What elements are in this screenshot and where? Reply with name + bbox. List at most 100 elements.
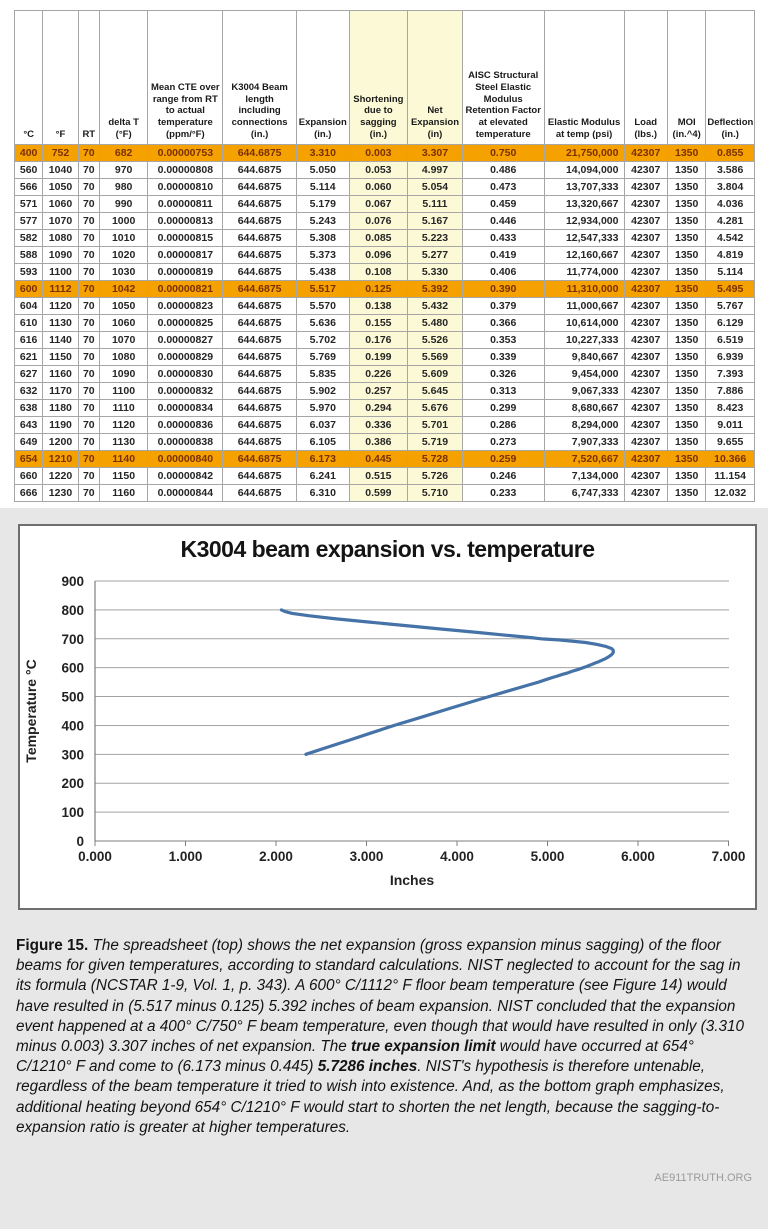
- table-cell: 1170: [42, 382, 79, 400]
- table-cell: 0.00000829: [147, 348, 224, 366]
- table-cell: 7.886: [705, 382, 755, 400]
- table-cell: 0.433: [461, 229, 545, 247]
- table-cell: 7,520,667: [543, 450, 625, 468]
- table-cell: 0.00000823: [147, 297, 224, 315]
- table-cell: 1100: [42, 263, 79, 281]
- table-cell: 0.096: [348, 246, 409, 264]
- table-cell: 0.053: [348, 161, 409, 179]
- column-header: RT: [77, 10, 100, 145]
- table-cell: 1350: [666, 161, 707, 179]
- table-cell: 5.701: [407, 416, 463, 434]
- table-cell: 644.6875: [222, 348, 297, 366]
- table-cell: 6.310: [296, 484, 350, 502]
- column-header: Expansion (in.): [296, 10, 350, 145]
- table-cell: 644.6875: [222, 382, 297, 400]
- table-row: 571 1060 70 990 0.00000811 644.6875 5.179 0.067…: [13, 195, 755, 213]
- table-cell: 42307: [623, 416, 668, 434]
- table-cell: 0.00000842: [147, 467, 224, 485]
- table-cell: 1130: [42, 314, 79, 332]
- y-tick-label: 0: [76, 834, 84, 849]
- table-cell: 5.111: [407, 195, 463, 213]
- table-row: 643 1190 70 1120 0.00000836 644.6875 6.037 0.33…: [13, 416, 755, 434]
- table-cell: 5.308: [296, 229, 350, 247]
- table-cell: 5.719: [407, 433, 463, 451]
- table-cell: 5.769: [296, 348, 350, 366]
- table-cell: 0.00000830: [147, 365, 224, 383]
- table-cell: 5.645: [407, 382, 463, 400]
- table-cell: 0.273: [461, 433, 545, 451]
- table-cell: 4.997: [407, 161, 463, 179]
- column-header: AISC Structural Steel Elastic Modulus Re…: [461, 10, 545, 145]
- table-cell: 643: [13, 416, 44, 434]
- table-cell: 1130: [98, 433, 149, 451]
- table-cell: 0.336: [348, 416, 409, 434]
- table-cell: 0.00000810: [147, 178, 224, 196]
- table-cell: 70: [77, 212, 100, 230]
- table-cell: 5.526: [407, 331, 463, 349]
- table-cell: 1042: [98, 280, 149, 298]
- expansion-curve: [279, 608, 616, 756]
- table-cell: 0.486: [461, 161, 545, 179]
- table-cell: 0.286: [461, 416, 545, 434]
- table-cell: 1350: [666, 280, 707, 298]
- table-row: 649 1200 70 1130 0.00000838 644.6875 6.105 0.38…: [13, 433, 755, 451]
- table-cell: 42307: [623, 229, 668, 247]
- table-row: 566 1050 70 980 0.00000810 644.6875 5.114 0.060…: [13, 178, 755, 196]
- table-cell: 990: [98, 195, 149, 213]
- table-cell: 42307: [623, 382, 668, 400]
- table-cell: 0.00000821: [147, 280, 224, 298]
- table-cell: 604: [13, 297, 44, 315]
- table-row: 621 1150 70 1080 0.00000829 644.6875 5.769 0.19…: [13, 348, 755, 366]
- table-cell: 5.676: [407, 399, 463, 417]
- table-cell: 0.386: [348, 433, 409, 451]
- table-cell: 1350: [666, 263, 707, 281]
- y-tick-label: 300: [61, 747, 84, 762]
- table-cell: 0.199: [348, 348, 409, 366]
- table-cell: 70: [77, 331, 100, 349]
- table-cell: 1350: [666, 450, 707, 468]
- table-cell: 9,067,333: [543, 382, 625, 400]
- table-cell: 5.728: [407, 450, 463, 468]
- table-cell: 70: [77, 280, 100, 298]
- table-cell: 644.6875: [222, 280, 297, 298]
- table-row: 600 1112 70 1042 0.00000821 644.6875 5.517 0.12…: [13, 280, 755, 298]
- table-cell: 42307: [623, 484, 668, 502]
- table-cell: 70: [77, 433, 100, 451]
- y-tick-label: 800: [61, 603, 84, 618]
- table-cell: 70: [77, 144, 100, 162]
- table-cell: 0.125: [348, 280, 409, 298]
- table-cell: 571: [13, 195, 44, 213]
- table-cell: 7.393: [705, 365, 755, 383]
- table-cell: 1060: [98, 314, 149, 332]
- table-cell: 10,614,000: [543, 314, 625, 332]
- table-cell: 42307: [623, 246, 668, 264]
- table-cell: 0.294: [348, 399, 409, 417]
- table-cell: 70: [77, 178, 100, 196]
- table-row: 632 1170 70 1100 0.00000832 644.6875 5.902 0.25…: [13, 382, 755, 400]
- table-cell: 1350: [666, 365, 707, 383]
- x-tick-label: 2.000: [259, 849, 293, 864]
- table-cell: 644.6875: [222, 229, 297, 247]
- table-cell: 0.003: [348, 144, 409, 162]
- table-row: 654 1210 70 1140 0.00000840 644.6875 6.173 0.44…: [13, 450, 755, 468]
- table-cell: 0.257: [348, 382, 409, 400]
- y-axis-title: Temperature °C: [23, 659, 39, 762]
- table-cell: 1350: [666, 331, 707, 349]
- table-cell: 0.406: [461, 263, 545, 281]
- table-cell: 5.432: [407, 297, 463, 315]
- table-cell: 5.392: [407, 280, 463, 298]
- table-cell: 560: [13, 161, 44, 179]
- table-cell: 0.353: [461, 331, 545, 349]
- table-row: 560 1040 70 970 0.00000808 644.6875 5.050 0.053…: [13, 161, 755, 179]
- x-tick-label: 1.000: [169, 849, 203, 864]
- table-cell: 5.517: [296, 280, 350, 298]
- table-cell: 4.036: [705, 195, 755, 213]
- table-cell: 0.076: [348, 212, 409, 230]
- table-cell: 9.655: [705, 433, 755, 451]
- column-header: °F: [42, 10, 79, 145]
- table-cell: 5.710: [407, 484, 463, 502]
- table-cell: 1150: [42, 348, 79, 366]
- table-cell: 70: [77, 399, 100, 417]
- x-tick-label: 4.000: [440, 849, 474, 864]
- table-cell: 5.277: [407, 246, 463, 264]
